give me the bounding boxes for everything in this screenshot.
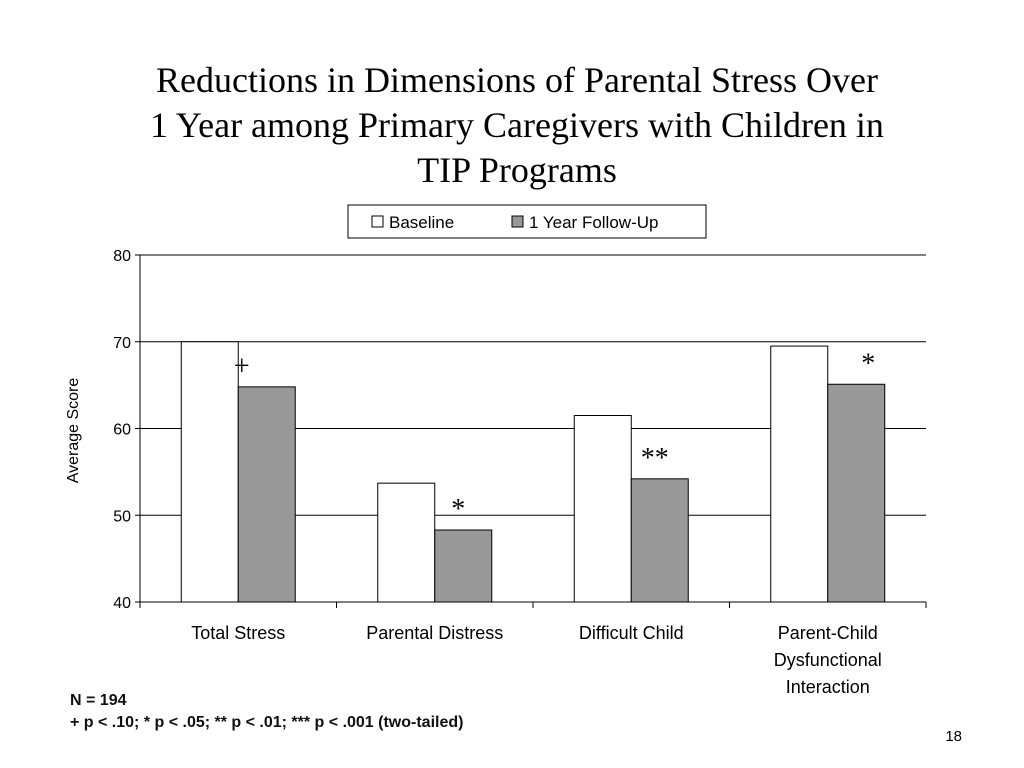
footnote-significance-legend: + p < .10; * p < .05; ** p < .01; *** p … <box>70 714 464 731</box>
significance-marker: * <box>861 348 875 379</box>
footnote-sample-size: N = 194 <box>70 692 127 709</box>
y-tick-label: 80 <box>113 248 131 265</box>
x-tick-label: Interaction <box>786 677 870 697</box>
x-tick-label: Difficult Child <box>579 623 684 643</box>
legend-label-baseline: Baseline <box>389 213 454 232</box>
page-number: 18 <box>945 728 962 745</box>
significance-marker: ** <box>641 443 669 474</box>
legend-box <box>347 204 707 239</box>
chart-title: Reductions in Dimensions of Parental Str… <box>60 58 974 193</box>
title-line-2: 1 Year among Primary Caregivers with Chi… <box>150 105 884 145</box>
title-line-3: TIP Programs <box>417 150 617 190</box>
y-tick-label: 60 <box>113 422 131 439</box>
x-tick-label: Parental Distress <box>366 623 503 643</box>
x-tick-label: Parent-Child <box>778 623 878 643</box>
significance-marker: + <box>234 351 250 382</box>
y-tick-label: 40 <box>113 595 131 612</box>
footnote: N = 194 + p < .10; * p < .05; ** p < .01… <box>70 690 463 734</box>
legend-label-follow-up: 1 Year Follow-Up <box>529 213 658 232</box>
bar-baseline <box>770 345 829 603</box>
significance-marker: * <box>451 494 465 525</box>
x-tick-label: Dysfunctional <box>774 650 882 670</box>
legend-swatch-baseline <box>371 215 384 228</box>
y-axis-title: Average Score <box>65 378 82 484</box>
bar-follow-up <box>630 478 689 603</box>
y-tick-label: 70 <box>113 335 131 352</box>
bar-baseline <box>573 414 632 603</box>
bar-follow-up <box>434 529 493 603</box>
legend-swatch-follow-up <box>511 215 524 228</box>
y-tick-label: 50 <box>113 508 131 525</box>
bar-follow-up <box>237 386 296 603</box>
bar-baseline <box>377 482 436 603</box>
bar-follow-up <box>827 383 886 603</box>
x-tick-label: Total Stress <box>191 623 285 643</box>
title-line-1: Reductions in Dimensions of Parental Str… <box>156 60 878 100</box>
bar-baseline <box>180 341 239 603</box>
